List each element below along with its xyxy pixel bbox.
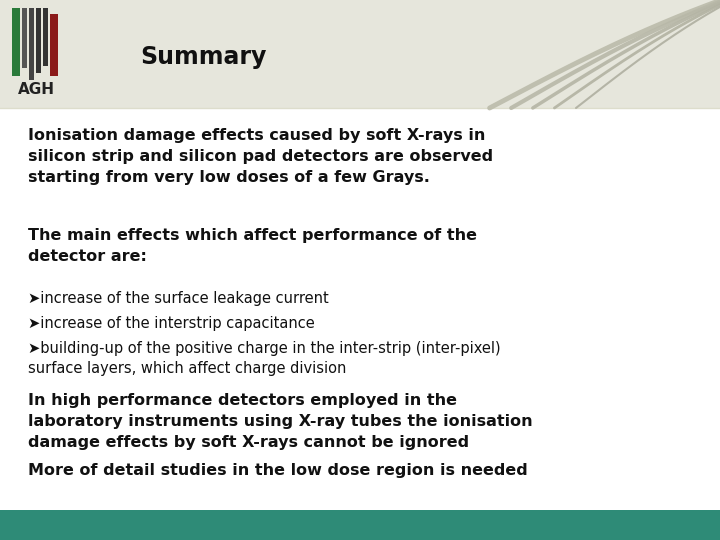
Text: Ionisation damage effects caused by soft X-rays in
silicon strip and silicon pad: Ionisation damage effects caused by soft… bbox=[28, 128, 493, 185]
Text: ➤increase of the interstrip capacitance: ➤increase of the interstrip capacitance bbox=[28, 316, 315, 331]
Text: More of detail studies in the low dose region is needed: More of detail studies in the low dose r… bbox=[28, 463, 528, 478]
Text: Summary: Summary bbox=[140, 45, 266, 69]
Bar bbox=[36, 8, 41, 73]
Bar bbox=[50, 14, 58, 76]
Bar bbox=[0, 0, 720, 108]
Text: ➤increase of the surface leakage current: ➤increase of the surface leakage current bbox=[28, 291, 329, 306]
Text: The main effects which affect performance of the
detector are:: The main effects which affect performanc… bbox=[28, 228, 477, 264]
Bar bbox=[12, 8, 20, 76]
Text: AGH: AGH bbox=[18, 82, 55, 97]
Text: In high performance detectors employed in the
laboratory instruments using X-ray: In high performance detectors employed i… bbox=[28, 393, 533, 450]
Bar bbox=[0, 510, 720, 540]
Bar bbox=[22, 8, 27, 68]
Text: ➤building-up of the positive charge in the inter-strip (inter-pixel)
surface lay: ➤building-up of the positive charge in t… bbox=[28, 341, 500, 376]
Bar bbox=[29, 8, 34, 80]
Bar bbox=[43, 8, 48, 66]
